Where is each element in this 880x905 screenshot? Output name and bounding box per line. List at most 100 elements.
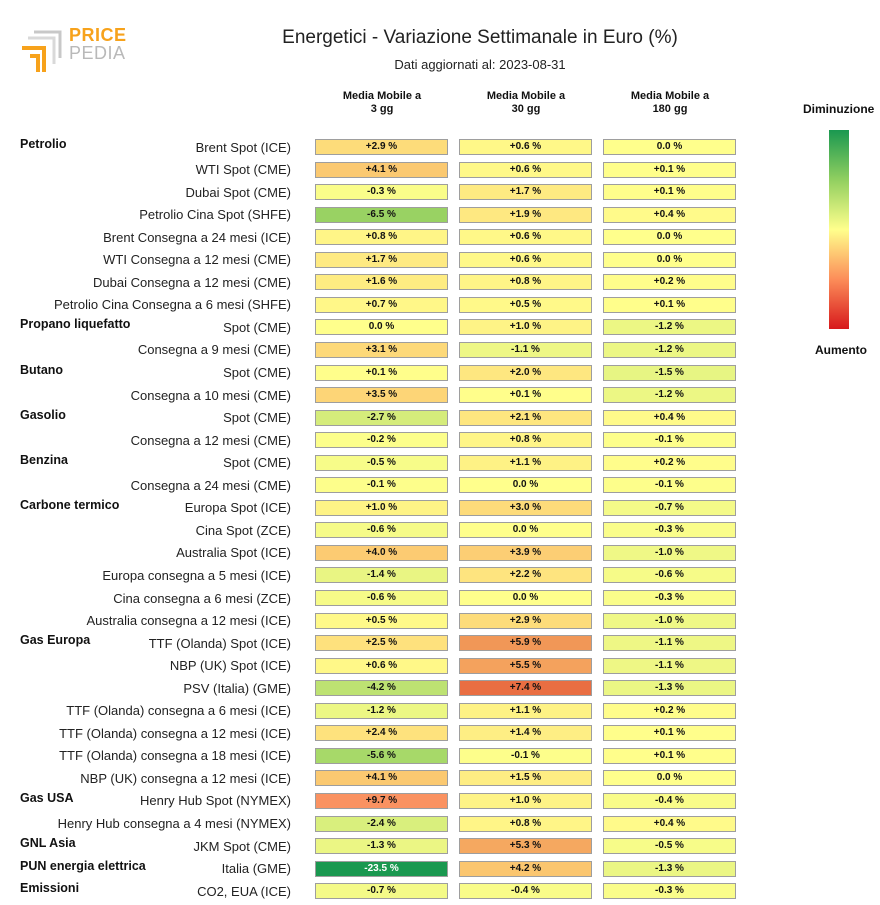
heatmap-cell: +0.6 % xyxy=(459,139,592,155)
group-label: Butano xyxy=(20,362,64,377)
heatmap-cell: -0.3 % xyxy=(603,883,736,900)
heatmap-cell: -1.2 % xyxy=(315,702,448,719)
row-label: Consegna a 10 mesi (CME) xyxy=(130,387,291,403)
heatmap-cell: +0.4 % xyxy=(603,409,736,426)
heatmap-cell: +1.4 % xyxy=(459,725,592,742)
row-label: Dubai Consegna a 12 mesi (CME) xyxy=(93,274,291,290)
row-label: TTF (Olanda) consegna a 12 mesi (ICE) xyxy=(59,725,291,741)
heatmap-cell: -0.1 % xyxy=(603,477,736,494)
heatmap-cell: -6.5 % xyxy=(315,206,448,223)
group-label: Gas Europa xyxy=(20,633,91,648)
heatmap-cell: +3.1 % xyxy=(315,341,448,358)
chart-title: Energetici - Variazione Settimanale in E… xyxy=(282,27,678,48)
row-label: Australia Spot (ICE) xyxy=(176,545,291,561)
row-label: Spot (CME) xyxy=(223,410,291,426)
row-label: TTF (Olanda) consegna a 6 mesi (ICE) xyxy=(66,703,291,719)
heatmap-cell: +0.2 % xyxy=(603,274,736,291)
heatmap-cell: +0.4 % xyxy=(603,206,736,223)
row-label: Europa Spot (ICE) xyxy=(184,500,291,516)
row-label: Brent Consegna a 24 mesi (ICE) xyxy=(103,229,291,245)
row-label: Brent Spot (ICE) xyxy=(195,139,291,155)
heatmap-cell: +2.4 % xyxy=(315,725,448,742)
group-label: Emissioni xyxy=(20,881,80,896)
heatmap-cell: +5.9 % xyxy=(459,635,592,652)
heatmap-cell: -1.3 % xyxy=(603,680,736,697)
heatmap-cell: +2.5 % xyxy=(315,635,448,652)
heatmap-cell: +0.1 % xyxy=(459,387,592,404)
chart-subtitle: Dati aggiornati al: 2023-08-31 xyxy=(394,57,566,72)
heatmap-cell: 0.0 % xyxy=(603,229,736,246)
heatmap-cell: -1.0 % xyxy=(603,544,736,561)
heatmap-cell: -2.4 % xyxy=(315,815,448,832)
heatmap-cell: -0.5 % xyxy=(315,454,448,471)
heatmap-cell: +0.1 % xyxy=(603,747,736,764)
heatmap-cell: +1.7 % xyxy=(315,251,448,268)
heatmap-cell: -1.4 % xyxy=(315,567,448,584)
heatmap-cell: -1.1 % xyxy=(603,657,736,674)
row-label: WTI Spot (CME) xyxy=(195,162,291,178)
heatmap-cell: +0.1 % xyxy=(603,725,736,742)
heatmap-cell: +1.0 % xyxy=(459,319,592,336)
heatmap-cell: 0.0 % xyxy=(459,590,592,606)
row-label: Consegna a 9 mesi (CME) xyxy=(137,342,291,358)
group-label: Benzina xyxy=(20,452,68,467)
heatmap-cell: +0.8 % xyxy=(315,229,448,246)
heatmap-cell: -1.3 % xyxy=(603,860,736,877)
heatmap-cell: -0.3 % xyxy=(603,590,736,606)
heatmap-cell: -0.1 % xyxy=(459,747,592,764)
row-label: TTF (Olanda) consegna a 18 mesi (ICE) xyxy=(59,748,291,764)
heatmap-cell: -1.0 % xyxy=(603,612,736,629)
row-label: Spot (CME) xyxy=(223,319,291,335)
row-label: Petrolio Cina Consegna a 6 mesi (SHFE) xyxy=(54,297,291,313)
heatmap-cell: -2.7 % xyxy=(315,409,448,426)
legend-color-scale xyxy=(829,130,849,329)
heatmap-cell: -0.1 % xyxy=(603,432,736,449)
heatmap-cell: -0.7 % xyxy=(315,883,448,900)
column-header: Media Mobile a 30 gg xyxy=(486,90,566,115)
heatmap-cell: +0.6 % xyxy=(459,251,592,268)
legend-bottom-label: Aumento xyxy=(815,343,867,357)
row-label: TTF (Olanda) Spot (ICE) xyxy=(148,635,291,651)
heatmap-cell: +9.7 % xyxy=(315,792,448,809)
column-header: Media Mobile a 180 gg xyxy=(630,90,710,115)
group-label: GNL Asia xyxy=(20,836,76,851)
heatmap-cell: +0.8 % xyxy=(459,815,592,832)
heatmap-cell: -1.3 % xyxy=(315,838,448,855)
heatmap-cell: -1.2 % xyxy=(603,387,736,404)
heatmap-cell: -0.6 % xyxy=(315,590,448,606)
row-label: NBP (UK) consegna a 12 mesi (ICE) xyxy=(80,770,291,786)
heatmap-cell: +0.4 % xyxy=(603,815,736,832)
heatmap-cell: -0.1 % xyxy=(315,477,448,494)
row-label: PSV (Italia) (GME) xyxy=(183,680,291,696)
heatmap-cell: -23.5 % xyxy=(315,860,448,877)
row-label: Europa consegna a 5 mesi (ICE) xyxy=(102,567,291,583)
group-label: PUN energia elettrica xyxy=(20,858,146,873)
group-label: Gas USA xyxy=(20,790,74,805)
heatmap-cell: +0.1 % xyxy=(315,364,448,381)
heatmap-cell: 0.0 % xyxy=(603,139,736,155)
row-label: Dubai Spot (CME) xyxy=(185,184,291,200)
heatmap-cell: 0.0 % xyxy=(603,251,736,268)
heatmap-cell: +2.2 % xyxy=(459,567,592,584)
pricepedia-logo: PRICE PEDIA xyxy=(20,26,130,74)
heatmap-cell: +0.7 % xyxy=(315,296,448,313)
heatmap-cell: +2.9 % xyxy=(315,139,448,155)
heatmap-cell: +1.6 % xyxy=(315,274,448,291)
row-label: Spot (CME) xyxy=(223,455,291,471)
logo-text-pedia: PEDIA xyxy=(69,43,126,63)
heatmap-cell: +1.0 % xyxy=(315,499,448,516)
heatmap-cell: +3.9 % xyxy=(459,544,592,561)
row-label: JKM Spot (CME) xyxy=(193,838,291,854)
heatmap-cell: -1.5 % xyxy=(603,364,736,381)
heatmap-cell: +2.1 % xyxy=(459,409,592,426)
row-label: Henry Hub Spot (NYMEX) xyxy=(140,793,291,809)
row-label: Cina Spot (ZCE) xyxy=(195,522,291,538)
heatmap-cell: -5.6 % xyxy=(315,747,448,764)
group-label: Petrolio xyxy=(20,137,67,151)
row-label: Henry Hub consegna a 4 mesi (NYMEX) xyxy=(57,816,291,831)
heatmap-cell: -0.6 % xyxy=(603,567,736,584)
logo-text-price: PRICE xyxy=(69,25,127,45)
heatmap-cell: +4.2 % xyxy=(459,860,592,877)
heatmap-cell: +0.2 % xyxy=(603,702,736,719)
